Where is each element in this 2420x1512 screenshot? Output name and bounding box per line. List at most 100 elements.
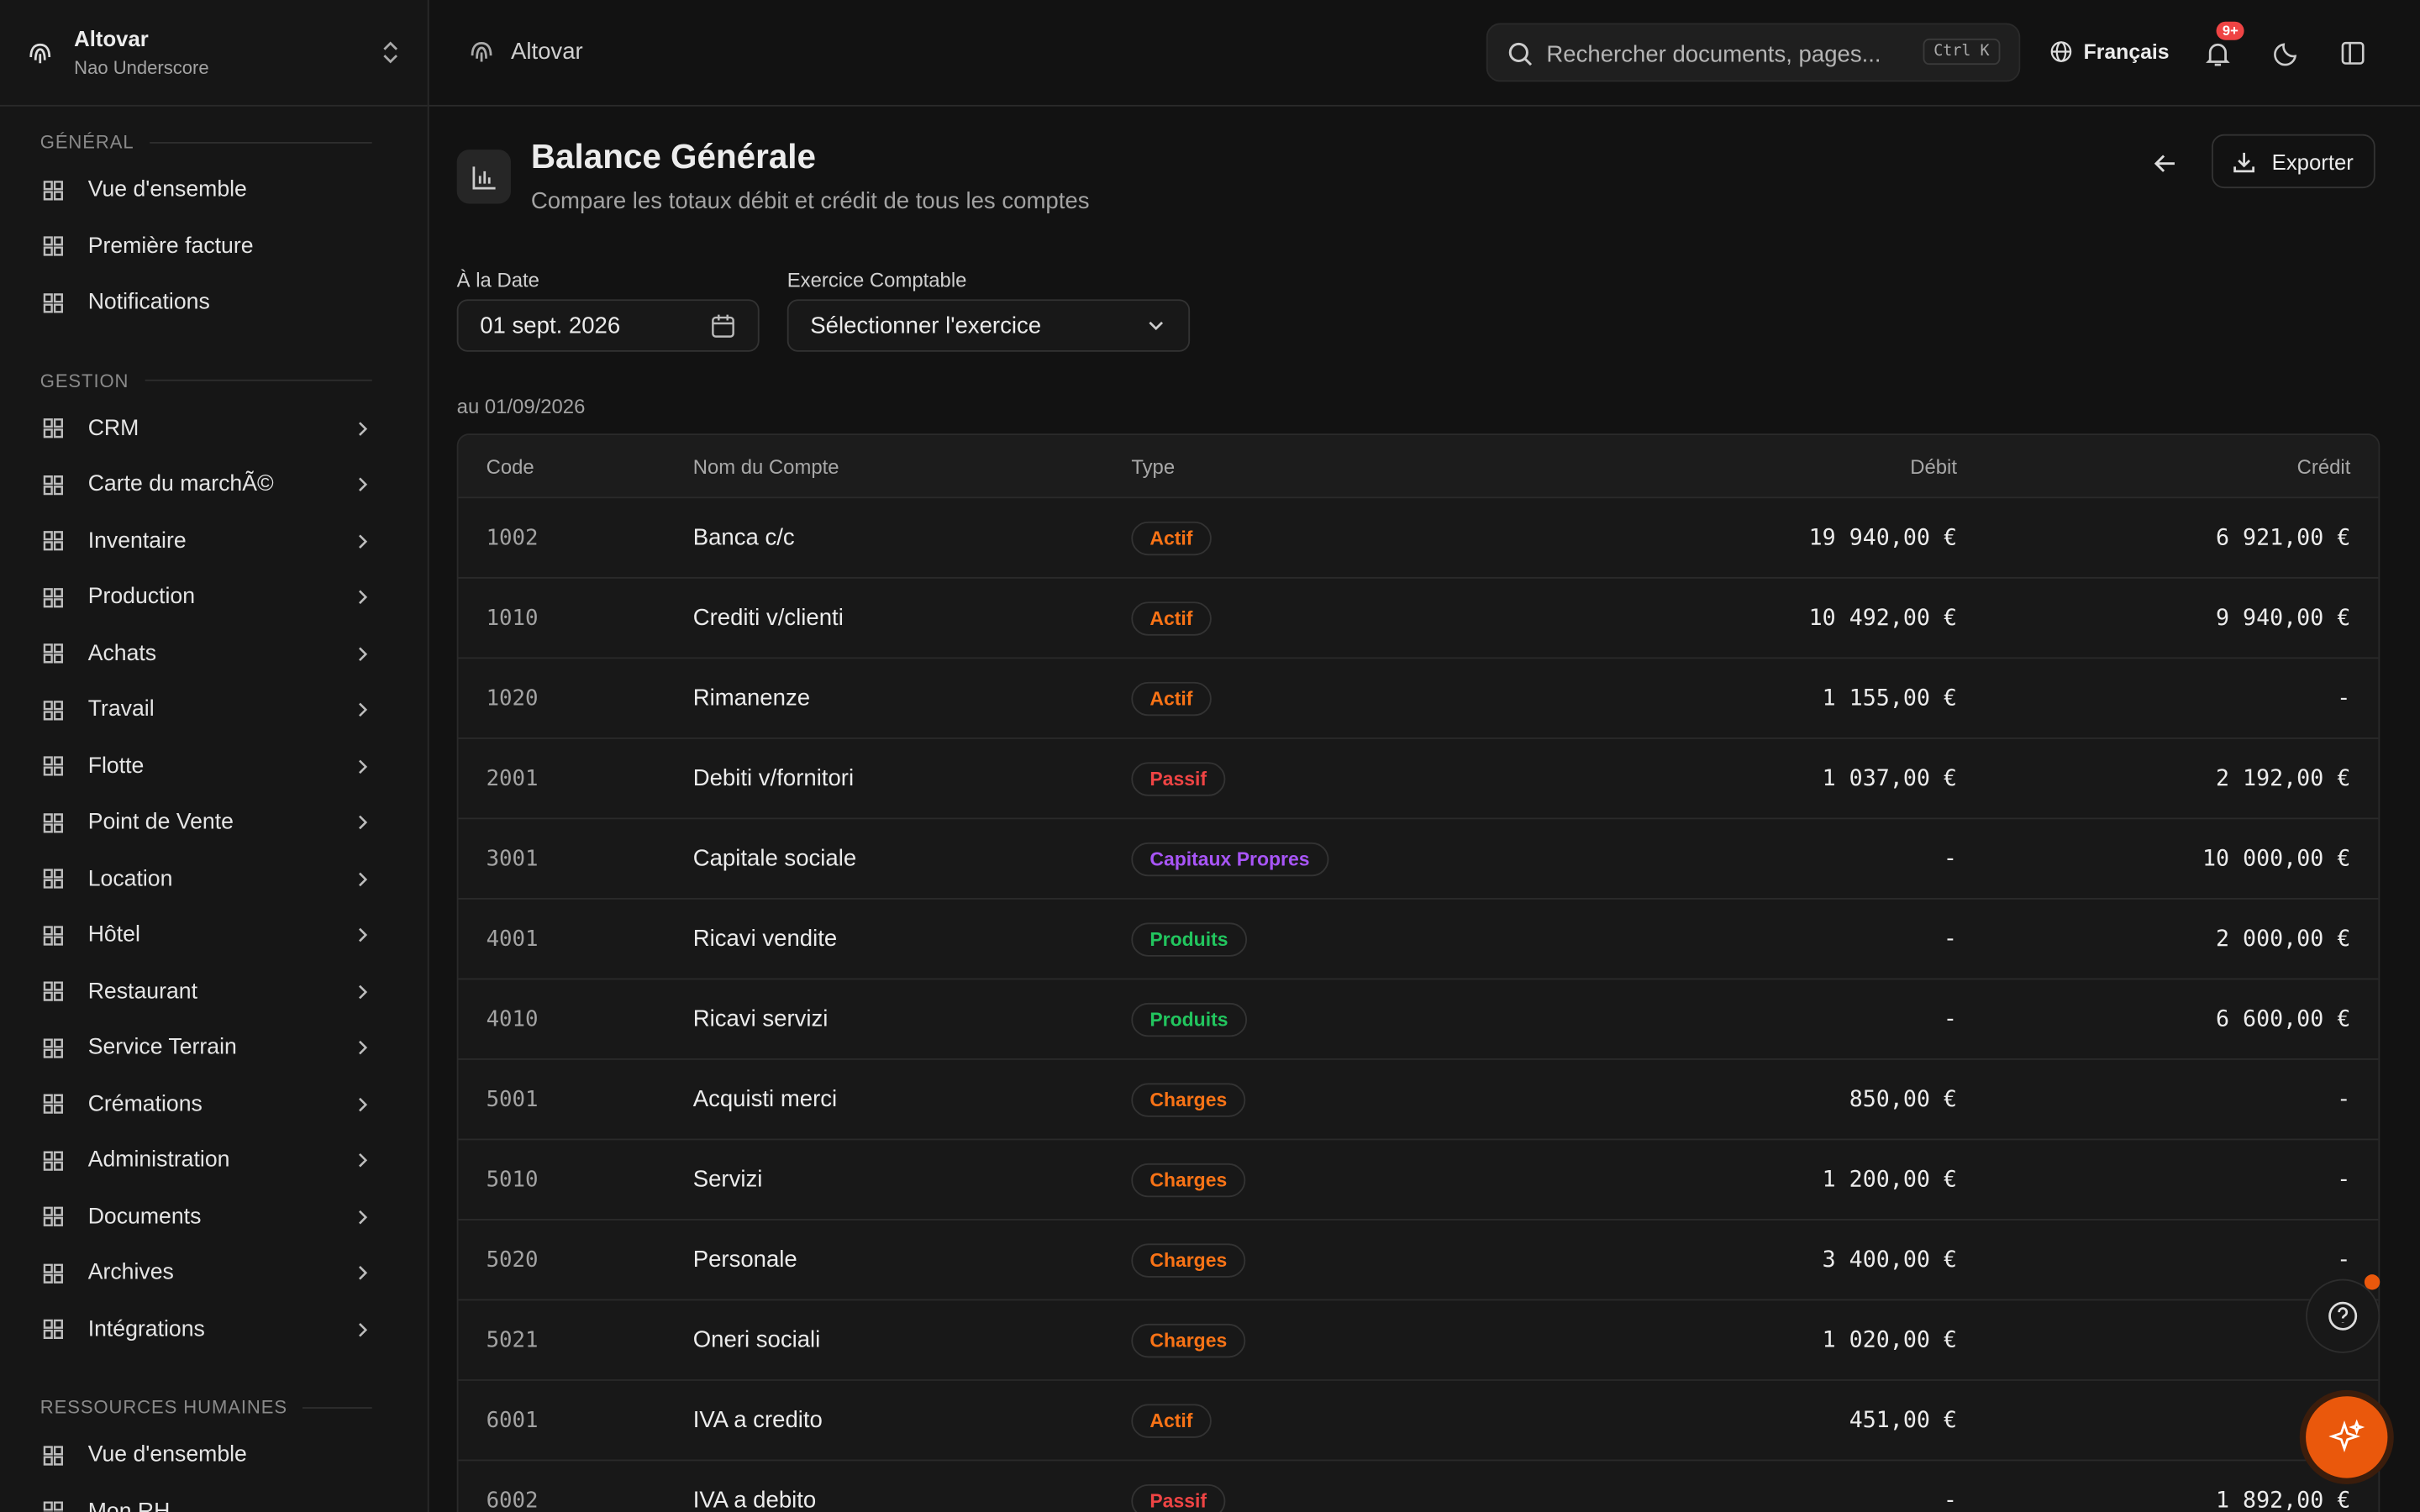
name-cell: Servizi xyxy=(692,1166,763,1193)
nav-label: Inventaire xyxy=(87,528,187,554)
chevron xyxy=(359,759,368,774)
nav-item[interactable]: Archives xyxy=(0,1245,428,1301)
theme-icon[interactable] xyxy=(2274,40,2300,66)
chevron xyxy=(359,1322,368,1337)
nav-item[interactable]: Achats xyxy=(0,626,428,682)
code-cell: 5001 xyxy=(486,1086,539,1112)
nav-icon xyxy=(43,1445,63,1466)
globe-icon xyxy=(2050,41,2072,62)
language[interactable]: Français xyxy=(2049,39,2170,64)
nav-item[interactable]: Vue d'ensemble xyxy=(0,1427,428,1483)
nav-label: Travail xyxy=(87,697,155,723)
type-cell: Passif xyxy=(1131,762,1226,796)
page-icon xyxy=(456,150,511,204)
type-cell: Charges xyxy=(1131,1163,1246,1198)
nav-item[interactable]: Point de Vente xyxy=(0,795,428,851)
nav-item[interactable]: Administration xyxy=(0,1132,428,1189)
nav-item[interactable]: Intégrations xyxy=(0,1301,428,1357)
chevron xyxy=(359,928,368,942)
logo xyxy=(29,43,51,64)
nav-item[interactable]: Hôtel xyxy=(0,907,428,963)
panel-icon[interactable] xyxy=(2339,40,2365,66)
type-badge: Produits xyxy=(1131,922,1247,957)
nav-item[interactable]: Documents xyxy=(0,1189,428,1245)
chevron xyxy=(359,647,368,661)
nav-label: Notifications xyxy=(87,290,210,316)
debit-cell: 3 400,00 € xyxy=(1822,1247,1957,1273)
nav-icon xyxy=(43,1501,63,1512)
nav-icon xyxy=(43,756,63,777)
search[interactable]: Rechercher documents, pages... Ctrl K xyxy=(1486,23,2021,82)
type-cell: Actif xyxy=(1131,521,1212,556)
date-input[interactable]: 01 sept. 2026 xyxy=(456,299,760,352)
nav-item[interactable]: Première facture xyxy=(0,218,428,275)
credit-cell: 6 921,00 € xyxy=(2215,525,2351,550)
back-button[interactable] xyxy=(2151,150,2179,177)
nav-item[interactable]: Mon RH xyxy=(0,1483,428,1512)
credit-cell: 6 600,00 € xyxy=(2215,1006,2351,1032)
table-row: 4001 Ricavi vendite Produits - 2 000,00 € xyxy=(458,900,2379,980)
nav-label: Archives xyxy=(87,1261,174,1286)
nav-item[interactable]: Carte du marchÃ© xyxy=(0,457,428,513)
nav-item[interactable]: Inventaire xyxy=(0,513,428,570)
bell-icon[interactable] xyxy=(2204,40,2232,68)
nav-icon xyxy=(43,1151,63,1171)
nav-item[interactable]: Restaurant xyxy=(0,963,428,1020)
column-header: Code xyxy=(486,454,534,478)
sparkle-icon xyxy=(2328,1418,2365,1452)
brand[interactable]: Altovar Nao Underscore xyxy=(0,0,428,107)
nav-item[interactable]: CRM xyxy=(0,401,428,457)
debit-cell: - xyxy=(1943,1006,1957,1032)
fiscal-year-select[interactable]: Sélectionner l'exercice xyxy=(786,299,1191,352)
notifications-badge: 9+ xyxy=(2216,21,2245,40)
credit-cell: - xyxy=(2337,685,2351,711)
nav-icon xyxy=(43,236,63,257)
nav-icon xyxy=(43,925,63,946)
help-dot xyxy=(2364,1274,2381,1290)
name-cell: Personale xyxy=(692,1247,797,1273)
chevron xyxy=(359,1041,368,1055)
help-button[interactable] xyxy=(2306,1278,2381,1353)
nav-label: Hôtel xyxy=(87,922,140,948)
table-row: 4010 Ricavi servizi Produits - 6 600,00 € xyxy=(458,979,2379,1060)
nav-item[interactable]: Travail xyxy=(0,682,428,738)
nav-icon xyxy=(43,180,63,201)
type-badge: Charges xyxy=(1131,1323,1246,1358)
code-cell: 5010 xyxy=(486,1167,539,1192)
nav-icon xyxy=(43,869,63,890)
debit-cell: - xyxy=(1943,1488,1957,1512)
name-cell: Acquisti merci xyxy=(692,1086,838,1113)
nav-label: Crémations xyxy=(87,1091,203,1117)
nav-item[interactable]: Crémations xyxy=(0,1076,428,1132)
nav-item[interactable]: Flotte xyxy=(0,738,428,795)
credit-cell: 1 892,00 € xyxy=(2215,1488,2351,1512)
debit-cell: 1 020,00 € xyxy=(1822,1327,1957,1352)
code-cell: 1010 xyxy=(486,605,539,631)
nav-item[interactable]: Service Terrain xyxy=(0,1020,428,1076)
nav-item[interactable]: Notifications xyxy=(0,275,428,331)
export-button[interactable]: Exporter xyxy=(2212,134,2375,189)
name-cell: Banca c/c xyxy=(692,524,795,551)
nav-item[interactable]: Production xyxy=(0,570,428,626)
type-cell: Charges xyxy=(1131,1083,1246,1117)
name-cell: IVA a credito xyxy=(692,1407,823,1434)
table-row: 5010 Servizi Charges 1 200,00 € - xyxy=(458,1140,2379,1221)
code-cell: 2001 xyxy=(486,765,539,791)
assistant-button[interactable] xyxy=(2306,1396,2388,1478)
nav-label: Administration xyxy=(87,1147,230,1173)
name-cell: Crediti v/clienti xyxy=(692,605,844,632)
nav-item[interactable]: Vue d'ensemble xyxy=(0,162,428,218)
language-text: Français xyxy=(2083,39,2170,64)
nav-label: Service Terrain xyxy=(87,1035,237,1061)
calendar-icon xyxy=(712,313,734,337)
nav-icon xyxy=(43,643,63,664)
breadcrumb-text: Altovar xyxy=(510,38,583,65)
nav-label: Production xyxy=(87,585,196,610)
filter-label: À la Date xyxy=(456,268,539,292)
nav-item[interactable]: Location xyxy=(0,851,428,907)
nav-section: GÉNÉRAL Vue d'ensemble Première facture Not… xyxy=(0,122,428,331)
fiscal-year-value: Sélectionner l'exercice xyxy=(810,312,1042,339)
nav-label: CRM xyxy=(87,416,139,441)
